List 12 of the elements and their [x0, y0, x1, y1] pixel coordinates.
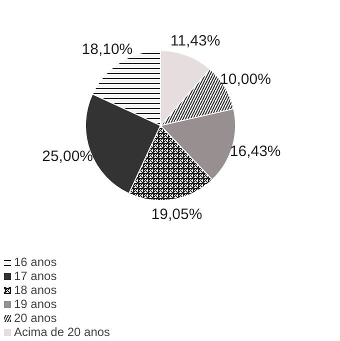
- legend-label: 18 anos: [14, 283, 57, 297]
- legend-label: 16 anos: [14, 255, 57, 269]
- legend-label: 19 anos: [14, 297, 57, 311]
- data-label: 11,43%: [170, 32, 220, 50]
- data-label: 25,00%: [42, 148, 93, 165]
- data-label: 16,43%: [230, 142, 281, 160]
- legend-label: Acima de 20 anos: [14, 325, 110, 339]
- data-label: 19,05%: [151, 206, 202, 223]
- legend-label: 17 anos: [14, 269, 57, 283]
- data-label: 10,00%: [220, 70, 271, 88]
- legend-label: 20 anos: [14, 311, 57, 325]
- data-label: 18,10%: [82, 41, 133, 58]
